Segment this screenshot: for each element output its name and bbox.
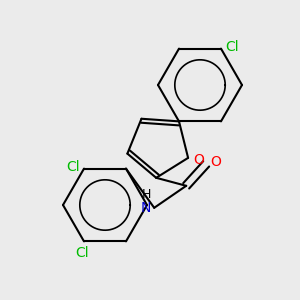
Text: O: O xyxy=(193,153,204,167)
Text: Cl: Cl xyxy=(75,246,89,260)
Text: O: O xyxy=(210,155,221,169)
Text: Cl: Cl xyxy=(225,40,238,54)
Text: N: N xyxy=(141,201,151,215)
Text: Cl: Cl xyxy=(66,160,80,174)
Text: H: H xyxy=(142,188,151,201)
